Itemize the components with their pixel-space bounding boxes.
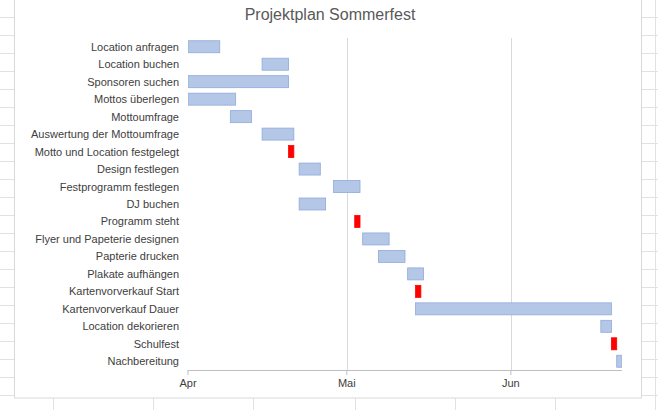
category-label: Location anfragen	[91, 41, 179, 53]
bar	[188, 93, 236, 105]
bar	[416, 285, 421, 297]
category-label: Nachbereitung	[107, 355, 179, 367]
tick-label: Mai	[338, 377, 356, 389]
cell-line	[655, 0, 656, 410]
x-axis: Apr Mai Jun	[179, 370, 622, 389]
category-label: Mottoumfrage	[111, 111, 179, 123]
bar	[188, 41, 220, 53]
bar	[611, 338, 616, 350]
bar	[188, 76, 289, 88]
tick-label: Jun	[502, 377, 520, 389]
category-label: Kartenvorverkauf Dauer	[62, 303, 179, 315]
category-label: Mottos überlegen	[94, 93, 179, 105]
category-label: Sponsoren suchen	[87, 76, 179, 88]
category-label: Papterie drucken	[96, 250, 179, 262]
bar	[408, 268, 424, 280]
bar	[416, 303, 612, 315]
category-label: Flyer und Papeterie designen	[35, 233, 179, 245]
category-label: Auswertung der Mottoumfrage	[31, 128, 179, 140]
bar	[230, 111, 251, 123]
category-label: Location buchen	[98, 58, 179, 70]
category-label: Design festlegen	[97, 163, 179, 175]
category-label: Programm steht	[101, 215, 179, 227]
bar	[617, 355, 622, 367]
category-label: DJ buchen	[126, 198, 179, 210]
tick	[346, 370, 347, 375]
bar	[299, 198, 325, 210]
bar	[379, 250, 405, 262]
category-label: Festprogramm festlegen	[60, 181, 179, 193]
category-label: Location dekorieren	[82, 320, 179, 332]
tick	[510, 370, 511, 375]
title: Projektplan Sommerfest	[245, 6, 416, 23]
sheet-grid	[0, 0, 658, 410]
bar	[289, 146, 294, 158]
tick-label: Apr	[179, 377, 196, 389]
bar	[363, 233, 389, 245]
category-label: Motto und Location festgelegt	[35, 146, 179, 158]
chart-area	[15, 0, 642, 398]
grid	[348, 38, 512, 370]
bar	[355, 215, 360, 227]
grid-line	[511, 38, 512, 370]
category-label: Plakate aufhängen	[87, 268, 179, 280]
tick	[188, 370, 189, 375]
bars	[188, 41, 622, 368]
bar	[262, 58, 288, 70]
chart: Projektplan SommerfestLocation anfragenL…	[0, 0, 658, 410]
grid-line	[347, 38, 348, 370]
category-label: Kartenvorverkauf Start	[69, 285, 179, 297]
bar	[299, 163, 320, 175]
axis-line	[188, 370, 622, 371]
bar	[334, 181, 360, 193]
bar	[262, 128, 294, 140]
bar	[601, 320, 612, 332]
category-labels: Location anfragen Location buchen Sponsore…	[31, 41, 179, 368]
category-label: Schulfest	[134, 338, 179, 350]
